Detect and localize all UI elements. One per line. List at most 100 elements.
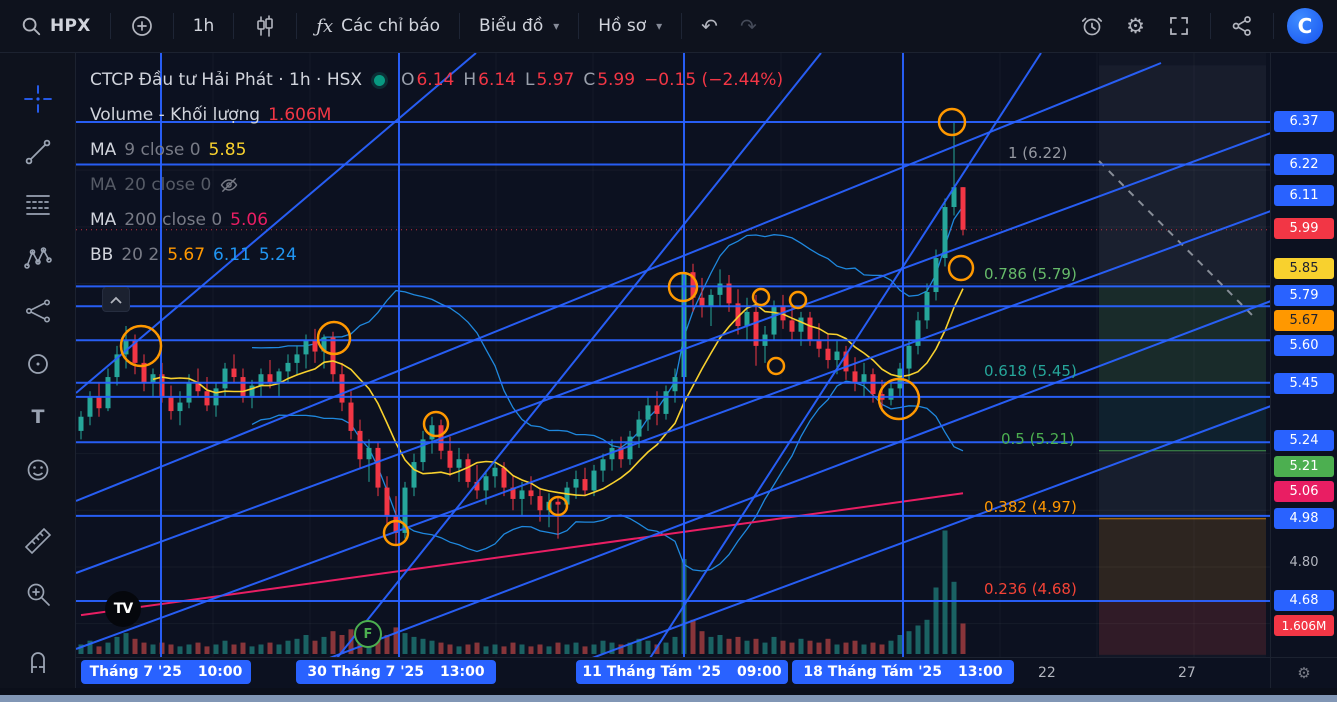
- ma200-legend-row[interactable]: MA 200 close 0 5.06: [90, 202, 783, 237]
- trend-line-drawing: [76, 53, 477, 394]
- indicators-button[interactable]: ƒx Các chỉ báo: [306, 10, 450, 43]
- zoom-in-tool-button[interactable]: [16, 572, 60, 616]
- ruler-icon: [24, 527, 51, 555]
- ma200-params: 200 close 0: [124, 209, 223, 230]
- fib-level-label: 1 (6.22): [1008, 143, 1068, 162]
- legend-collapse-button[interactable]: [102, 287, 130, 312]
- event-marker[interactable]: F: [354, 620, 382, 648]
- crosshair-icon: [23, 85, 52, 113]
- svg-text:T: T: [31, 406, 44, 428]
- forecast-icon: [25, 299, 50, 323]
- broker-logo[interactable]: C: [1287, 8, 1323, 44]
- share-icon: [1232, 16, 1251, 36]
- top-toolbar: HPX 1h ƒx Các chỉ báo Biểu đồ ▾ Hồ sơ ▾: [0, 0, 1337, 53]
- highlight-circle: [947, 254, 975, 282]
- bb-name: BB: [90, 244, 114, 265]
- highlight-circle: [316, 320, 352, 356]
- chart-style-button[interactable]: [243, 8, 287, 44]
- ma9-value: 5.85: [208, 139, 247, 160]
- emoji-tool-button[interactable]: [16, 448, 60, 492]
- price-label: 1.606M: [1274, 615, 1334, 636]
- time-marker-time: 10:00: [197, 664, 243, 680]
- axis-settings-corner[interactable]: ⚙: [1270, 657, 1337, 688]
- trend-line-tool-button[interactable]: [16, 130, 60, 174]
- settings-button[interactable]: ⚙: [1116, 10, 1155, 43]
- alarm-clock-icon: [1082, 17, 1103, 36]
- trend-line-drawing: [76, 62, 1162, 502]
- ma200-value: 5.06: [230, 209, 269, 230]
- price-label: 5.79: [1274, 285, 1334, 306]
- ma9-line: [152, 288, 964, 497]
- ma9-name: MA: [90, 139, 117, 160]
- crosshair-tool-button[interactable]: [16, 77, 60, 121]
- tradingview-logo[interactable]: TV: [105, 591, 141, 627]
- fib-retracement-icon: [25, 195, 50, 215]
- chart-menu-button[interactable]: Biểu đồ ▾: [469, 10, 569, 42]
- fullscreen-icon: [1170, 17, 1188, 35]
- price-label: 6.11: [1274, 185, 1334, 206]
- broker-logo-letter: C: [1297, 14, 1313, 38]
- emoji-icon: [27, 459, 48, 481]
- trend-line-drawing: [76, 210, 1270, 650]
- price-label: 5.24: [1274, 430, 1334, 451]
- toolbar-divider: [1210, 13, 1211, 39]
- chevron-down-icon: ▾: [656, 19, 663, 33]
- fib-level-label: 0.382 (4.97): [984, 497, 1077, 516]
- highlight-circle: [667, 271, 699, 303]
- fib-retracement-tool-button[interactable]: [16, 183, 60, 227]
- interval-button[interactable]: 1h: [183, 10, 225, 42]
- bb-basis-value: 5.67: [167, 244, 206, 265]
- change-value: −0.15 (−2.44%): [644, 70, 784, 90]
- fib-level-label: 0.236 (4.68): [984, 579, 1077, 598]
- profile-menu-button[interactable]: Hồ sơ ▾: [588, 10, 672, 42]
- bottom-gap: [0, 688, 1337, 695]
- toolbar-divider: [296, 13, 298, 39]
- symbol-search-button[interactable]: HPX: [10, 9, 101, 43]
- bb-upper-value: 6.11: [213, 244, 251, 265]
- symbol-title[interactable]: CTCP Đầu tư Hải Phát · 1h · HSX: [90, 70, 363, 90]
- magnet-icon: [30, 652, 45, 673]
- volume-legend-row[interactable]: Volume - Khối lượng 1.606M: [90, 97, 783, 132]
- price-axis[interactable]: 6.37 6.22 6.11 5.99 5.85 5.79 5.67 5.60 5.45 5.24…: [1270, 53, 1337, 658]
- time-axis[interactable]: Tháng 7 '25 10:00 30 Tháng 7 '25 13:00 11 Th…: [76, 657, 1270, 688]
- high-label: H: [463, 70, 477, 90]
- fullscreen-button[interactable]: [1157, 8, 1201, 44]
- forecast-tool-button[interactable]: [16, 289, 60, 333]
- fib-level-label: 0.618 (5.45): [984, 361, 1077, 380]
- ma20-name: MA: [90, 174, 117, 195]
- magnet-tool-button[interactable]: [16, 639, 60, 683]
- ruler-tool-button[interactable]: [16, 519, 60, 563]
- trend-line-icon: [25, 139, 50, 165]
- ma9-legend-row[interactable]: MA 9 close 0 5.85: [90, 132, 783, 167]
- redo-icon: ↷: [739, 14, 757, 38]
- price-label: 5.21: [1274, 456, 1334, 477]
- add-symbol-button[interactable]: [120, 8, 164, 44]
- price-chart-canvas[interactable]: [76, 53, 1270, 657]
- text-tool-button[interactable]: T: [16, 395, 60, 439]
- shape-circle-tool-button[interactable]: [16, 342, 60, 386]
- share-button[interactable]: [1220, 8, 1264, 44]
- xabcd-pattern-tool-button[interactable]: [16, 236, 60, 280]
- undo-button[interactable]: ↶: [691, 10, 728, 42]
- time-marker-chip: 18 Tháng Tám '25 13:00: [792, 660, 1014, 684]
- market-status-dot: [374, 74, 386, 86]
- redo-button[interactable]: ↷: [730, 10, 767, 42]
- alert-button[interactable]: [1070, 8, 1114, 44]
- ma20-legend-row[interactable]: MA 20 close 0: [90, 167, 783, 202]
- eye-off-icon[interactable]: [219, 175, 239, 195]
- volume-label: Volume - Khối lượng: [90, 104, 261, 125]
- highlight-circle: [547, 495, 569, 517]
- highlight-circle: [788, 290, 808, 310]
- bb-legend-row[interactable]: BB 20 2 5.67 6.11 5.24: [90, 237, 783, 272]
- undo-icon: ↶: [701, 14, 718, 38]
- axis-gear-icon: ⚙: [1297, 664, 1311, 683]
- gear-icon: ⚙: [1126, 13, 1145, 38]
- time-marker-date: 30 Tháng 7 '25: [307, 664, 424, 680]
- symbol-name: HPX: [50, 16, 91, 36]
- trend-line-drawing: [592, 405, 1270, 657]
- toolbar-divider: [459, 13, 461, 39]
- text-tool-icon: T: [31, 406, 44, 428]
